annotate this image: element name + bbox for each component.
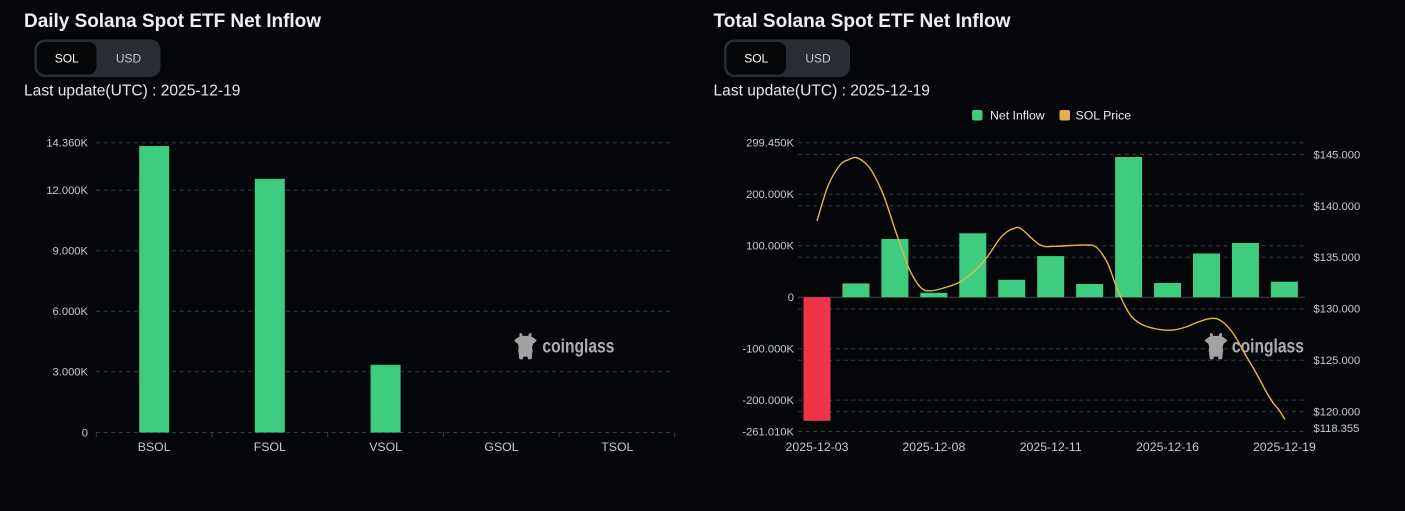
svg-text:GSOL: GSOL: [484, 440, 518, 454]
svg-text:$120.000: $120.000: [1314, 407, 1361, 419]
svg-text:SOL Price: SOL Price: [1076, 109, 1132, 123]
svg-text:Last update(UTC) : 2025-12-19: Last update(UTC) : 2025-12-19: [24, 83, 240, 100]
svg-text:14.360K: 14.360K: [46, 138, 88, 150]
svg-text:200.000K: 200.000K: [746, 189, 794, 201]
svg-text:TSOL: TSOL: [601, 440, 633, 454]
svg-text:6.000K: 6.000K: [53, 306, 89, 318]
svg-text:2025-12-19: 2025-12-19: [1253, 440, 1316, 454]
svg-text:3.000K: 3.000K: [53, 367, 89, 379]
svg-text:BSOL: BSOL: [138, 440, 171, 454]
svg-text:Daily Solana Spot ETF Net Infl: Daily Solana Spot ETF Net Inflow: [24, 10, 322, 32]
svg-text:coinglass: coinglass: [1232, 336, 1304, 357]
svg-text:$140.000: $140.000: [1314, 201, 1361, 213]
svg-text:12.000K: 12.000K: [46, 185, 88, 197]
svg-text:-100.000K: -100.000K: [742, 344, 794, 356]
svg-text:2025-12-11: 2025-12-11: [1020, 440, 1082, 454]
svg-text:SOL: SOL: [744, 52, 768, 66]
svg-text:2025-12-08: 2025-12-08: [902, 440, 965, 454]
svg-text:$130.000: $130.000: [1314, 304, 1361, 316]
svg-text:SOL: SOL: [55, 52, 79, 66]
svg-text:9.000K: 9.000K: [53, 246, 89, 258]
svg-text:VSOL: VSOL: [369, 440, 402, 454]
svg-text:$135.000: $135.000: [1314, 252, 1361, 264]
svg-text:0: 0: [82, 427, 88, 439]
svg-text:$118.355: $118.355: [1314, 423, 1360, 435]
svg-text:100.000K: 100.000K: [746, 241, 794, 253]
svg-text:USD: USD: [805, 52, 831, 66]
svg-text:2025-12-03: 2025-12-03: [786, 440, 849, 454]
svg-text:coinglass: coinglass: [542, 336, 614, 357]
svg-text:$145.000: $145.000: [1314, 149, 1361, 161]
svg-text:FSOL: FSOL: [254, 440, 286, 454]
svg-text:USD: USD: [116, 52, 142, 66]
svg-text:$125.000: $125.000: [1314, 355, 1361, 367]
svg-text:299.450K: 299.450K: [746, 138, 794, 150]
svg-text:2025-12-16: 2025-12-16: [1136, 440, 1199, 454]
svg-text:0: 0: [788, 292, 794, 304]
svg-text:-200.000K: -200.000K: [742, 395, 794, 407]
svg-text:Net Inflow: Net Inflow: [990, 109, 1045, 123]
svg-text:Last update(UTC) : 2025-12-19: Last update(UTC) : 2025-12-19: [714, 83, 930, 100]
svg-text:-261.010K: -261.010K: [742, 426, 794, 438]
svg-text:Total Solana Spot ETF Net Infl: Total Solana Spot ETF Net Inflow: [714, 10, 1012, 32]
